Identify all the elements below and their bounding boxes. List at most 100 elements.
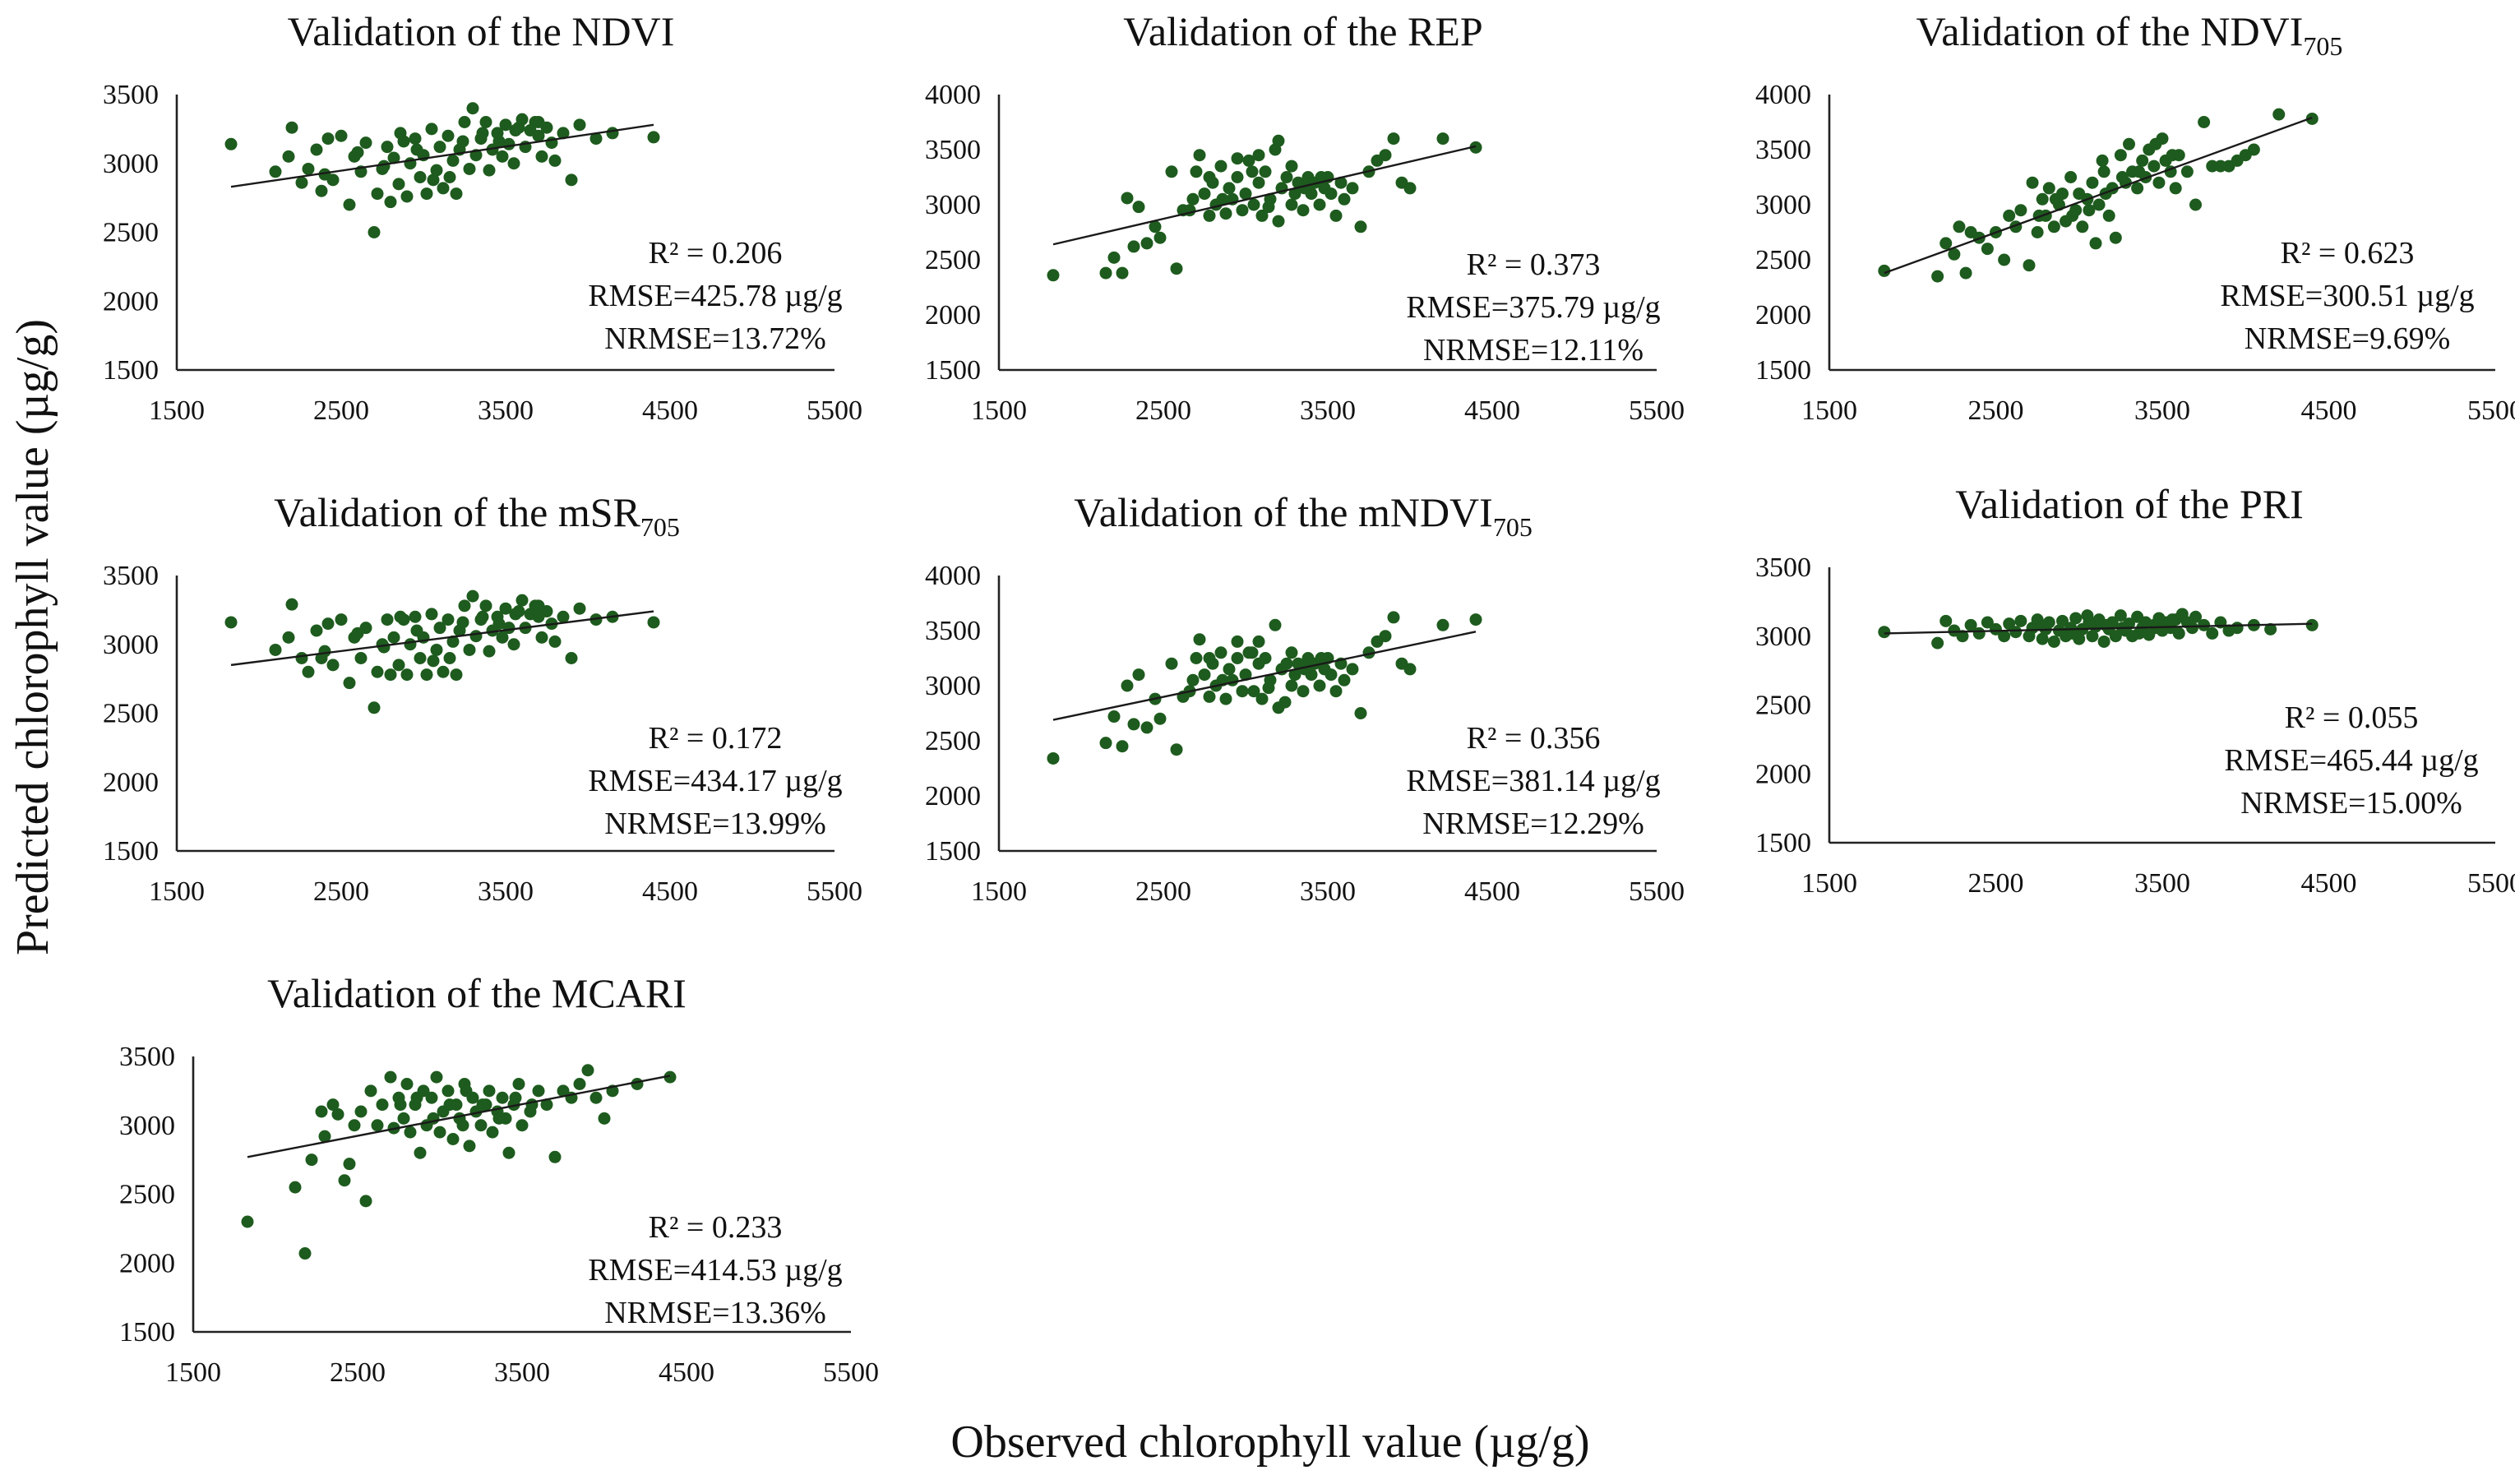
y-tick-label: 1500: [925, 836, 981, 867]
r-squared-label: R² = 0.172: [649, 721, 783, 756]
data-point: [2189, 198, 2202, 211]
data-point: [1931, 636, 1944, 650]
x-tick-label: 1500: [149, 876, 205, 907]
x-tick-label: 5500: [2467, 395, 2515, 426]
x-tick-label: 2500: [313, 395, 369, 426]
data-point: [2272, 108, 2286, 121]
data-point: [463, 643, 476, 656]
y-tick-label: 4000: [925, 80, 981, 110]
data-point: [321, 132, 335, 146]
data-point: [318, 168, 331, 181]
data-point: [2166, 149, 2179, 162]
data-point: [394, 610, 407, 623]
x-tick-label: 2500: [313, 876, 369, 907]
data-point: [2014, 204, 2027, 217]
x-tick-label: 4500: [642, 395, 698, 426]
data-point: [532, 599, 545, 613]
data-point: [1140, 721, 1153, 734]
data-point: [1149, 220, 1162, 233]
x-tick-label: 4500: [642, 876, 698, 907]
data-point: [1132, 668, 1145, 682]
y-tick-label: 2500: [119, 1180, 175, 1210]
data-point: [2076, 220, 2089, 233]
data-point: [1127, 240, 1140, 253]
data-point: [1285, 646, 1298, 659]
data-point: [458, 599, 471, 613]
data-point: [1346, 663, 1359, 676]
data-point: [2123, 137, 2135, 150]
data-point: [2097, 165, 2110, 178]
data-point: [404, 638, 417, 651]
data-point: [269, 165, 282, 178]
y-tick-label: 3000: [103, 630, 159, 660]
data-point: [1280, 657, 1293, 670]
data-point: [515, 113, 529, 126]
y-tick-label: 3000: [925, 190, 981, 220]
data-point: [1272, 215, 1285, 228]
data-point: [1362, 646, 1375, 659]
data-point: [2185, 622, 2198, 635]
data-point: [1931, 270, 1944, 283]
trend-line: [230, 123, 654, 188]
x-tick-label: 2500: [1968, 395, 2024, 426]
data-point: [2023, 259, 2036, 272]
data-point: [2109, 231, 2122, 244]
x-tick-label: 3500: [1300, 395, 1356, 426]
data-point: [1878, 264, 1891, 277]
data-point: [1165, 165, 1178, 178]
data-point: [442, 129, 455, 142]
chart-title-subscript: 705: [640, 512, 680, 542]
data-point: [410, 624, 423, 637]
data-point: [483, 164, 496, 177]
data-point: [443, 652, 456, 664]
data-point: [354, 1105, 368, 1118]
data-point: [1387, 132, 1400, 146]
r-squared-label: R² = 0.356: [1467, 721, 1601, 756]
y-tick-label: 2500: [925, 245, 981, 275]
data-point: [433, 141, 446, 154]
chart-title-main: Validation of the NDVI: [1916, 8, 2304, 54]
data-point: [1878, 626, 1891, 639]
data-point: [397, 1112, 410, 1125]
data-point: [443, 171, 456, 183]
x-tick-label: 1500: [165, 1357, 221, 1388]
data-point: [1239, 187, 1252, 201]
data-point: [310, 143, 323, 156]
data-point: [282, 150, 295, 163]
data-point: [463, 162, 476, 175]
data-point: [1315, 652, 1328, 664]
nrmse-label: NRMSE=9.69%: [2245, 321, 2451, 356]
y-tick-label: 2000: [1755, 759, 1811, 789]
data-point: [410, 1091, 423, 1104]
data-point: [302, 665, 315, 678]
chart-title-main: Validation of the NDVI: [288, 8, 675, 54]
data-point: [387, 631, 400, 644]
trend-line: [1052, 631, 1477, 721]
data-point: [1964, 618, 1977, 631]
data-point: [532, 116, 545, 128]
y-tick-label: 3000: [925, 671, 981, 701]
data-point: [2009, 626, 2023, 639]
data-point: [2056, 614, 2069, 627]
data-point: [469, 630, 483, 643]
y-tick-label: 3500: [925, 135, 981, 165]
data-point: [1436, 618, 1449, 631]
data-point: [343, 677, 356, 690]
data-point: [1203, 690, 1216, 703]
data-point: [496, 150, 509, 163]
data-point: [1953, 220, 1966, 233]
data-point: [430, 1070, 443, 1084]
data-point: [492, 1112, 506, 1125]
chart-title: Validation of the REP: [1123, 8, 1482, 54]
data-point: [1354, 707, 1367, 719]
data-point: [2047, 220, 2060, 233]
data-point: [2031, 226, 2044, 238]
data-point: [647, 616, 660, 629]
data-point: [2133, 626, 2146, 640]
y-tick-label: 3500: [1755, 552, 1811, 583]
data-point: [532, 129, 545, 142]
y-tick-label: 1500: [1755, 355, 1811, 386]
data-point: [509, 1091, 522, 1104]
data-point: [2231, 622, 2244, 635]
